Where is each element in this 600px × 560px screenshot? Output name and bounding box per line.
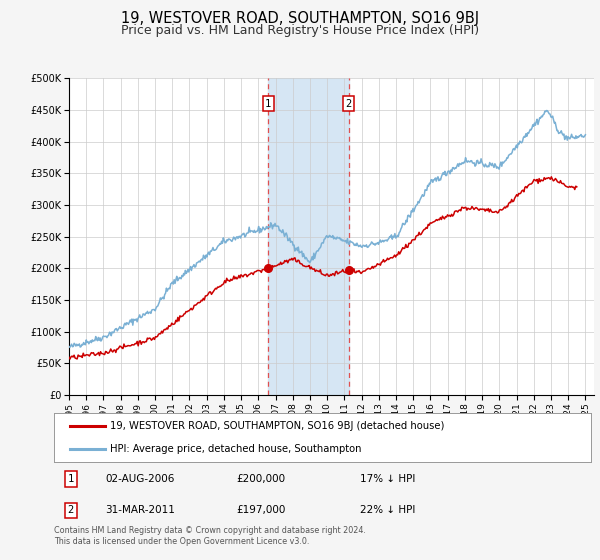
- Text: 02-AUG-2006: 02-AUG-2006: [105, 474, 175, 484]
- Text: 1: 1: [67, 474, 74, 484]
- Text: £200,000: £200,000: [236, 474, 286, 484]
- Text: 2: 2: [67, 506, 74, 515]
- Text: HPI: Average price, detached house, Southampton: HPI: Average price, detached house, Sout…: [110, 444, 362, 454]
- Text: Contains HM Land Registry data © Crown copyright and database right 2024.
This d: Contains HM Land Registry data © Crown c…: [54, 526, 366, 546]
- Text: 19, WESTOVER ROAD, SOUTHAMPTON, SO16 9BJ (detached house): 19, WESTOVER ROAD, SOUTHAMPTON, SO16 9BJ…: [110, 421, 445, 431]
- Bar: [268, 78, 349, 395]
- Text: £197,000: £197,000: [236, 506, 286, 515]
- Text: 1: 1: [265, 99, 271, 109]
- Text: Price paid vs. HM Land Registry's House Price Index (HPI): Price paid vs. HM Land Registry's House …: [121, 24, 479, 37]
- Text: 31-MAR-2011: 31-MAR-2011: [105, 506, 175, 515]
- Text: 2: 2: [346, 99, 352, 109]
- Text: 19, WESTOVER ROAD, SOUTHAMPTON, SO16 9BJ: 19, WESTOVER ROAD, SOUTHAMPTON, SO16 9BJ: [121, 11, 479, 26]
- Text: 17% ↓ HPI: 17% ↓ HPI: [360, 474, 415, 484]
- Text: 22% ↓ HPI: 22% ↓ HPI: [360, 506, 415, 515]
